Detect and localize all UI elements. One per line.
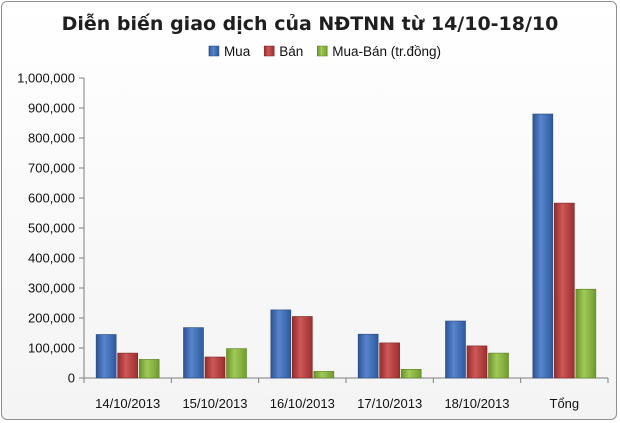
bar-3-5 <box>488 352 509 379</box>
x-tick-label: Tổng <box>550 396 580 411</box>
y-tick-label: 200,000 <box>28 311 75 326</box>
y-tick-label: 500,000 <box>28 221 75 236</box>
x-tick-label: 17/10/2013 <box>357 396 422 411</box>
chart-title: Diễn biến giao dịch của NĐTNN từ 14/10-1… <box>62 11 559 35</box>
y-tick-label: 0 <box>68 371 75 386</box>
bar-3-6 <box>575 288 597 379</box>
legend-label: Bán <box>279 44 303 59</box>
bar-2-2 <box>204 356 226 379</box>
bar-1-2 <box>183 327 204 379</box>
x-tick-label: 16/10/2013 <box>270 396 335 411</box>
legend: Mua Bán Mua-Bán (tr.đồng) <box>208 44 441 59</box>
bar-3-3 <box>313 371 335 379</box>
bar-1-5 <box>445 320 466 379</box>
legend-swatch <box>208 45 220 57</box>
bar-3-1 <box>138 359 160 379</box>
y-tick-label: 1,000,000 <box>17 71 75 86</box>
bar-1-4 <box>357 333 379 379</box>
y-tick-label: 100,000 <box>28 341 75 356</box>
y-axis: 0 100,000 200,000 300,000 400,000 500,000 600,… <box>17 71 85 386</box>
x-tick-label: 15/10/2013 <box>182 396 247 411</box>
bar-2-5 <box>466 345 488 379</box>
bar-1-6 <box>532 113 554 379</box>
y-tick-label: 300,000 <box>28 281 75 296</box>
bar-2-4 <box>379 342 400 379</box>
bar-2-6 <box>554 202 575 379</box>
x-axis: 14/10/2013 15/10/2013 16/10/2013 17/10/2013… <box>83 377 609 411</box>
bar-3-2 <box>226 348 247 379</box>
bar-2-1 <box>117 352 138 379</box>
bar-3-4 <box>400 368 422 379</box>
x-tick-label: 14/10/2013 <box>95 396 160 411</box>
bar-1-3 <box>270 309 292 379</box>
y-tick-label: 900,000 <box>28 101 75 116</box>
legend-swatch <box>263 45 275 57</box>
y-tick-label: 700,000 <box>28 161 75 176</box>
bar-2-3 <box>292 316 313 379</box>
y-tick-label: 600,000 <box>28 191 75 206</box>
bars <box>95 113 597 379</box>
legend-label: Mua-Bán (tr.đồng) <box>332 44 441 59</box>
bar-1-1 <box>95 334 117 379</box>
y-tick-label: 400,000 <box>28 251 75 266</box>
x-tick-label: 18/10/2013 <box>444 396 509 411</box>
legend-swatch <box>316 45 328 57</box>
y-tick-label: 800,000 <box>28 131 75 146</box>
legend-label: Mua <box>224 44 251 59</box>
